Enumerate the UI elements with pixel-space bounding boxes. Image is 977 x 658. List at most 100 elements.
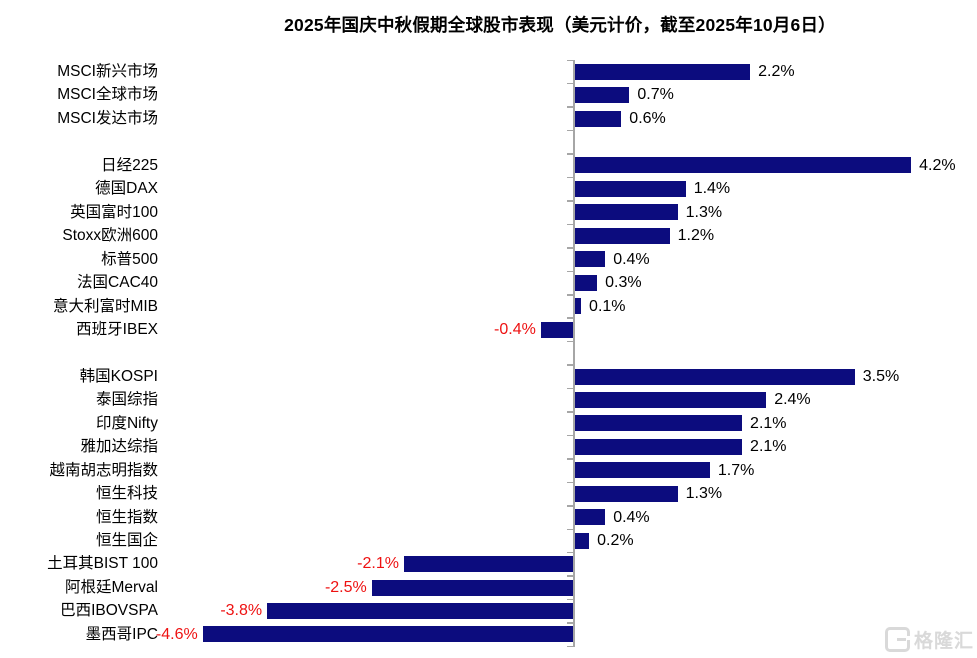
category-label: 日经225: [101, 156, 158, 174]
bar: [573, 415, 743, 432]
bar: [573, 63, 751, 80]
bar-row: 意大利富时MIB 0.1%: [0, 295, 977, 318]
value-label: 3.5%: [862, 367, 900, 385]
bar-row: 法国CAC40 0.3%: [0, 271, 977, 294]
axis-tick: [567, 82, 573, 85]
axis-tick: [567, 622, 573, 624]
bar: [573, 532, 590, 549]
value-label: 1.7%: [717, 461, 755, 479]
bar-row: 泰国综指 2.4%: [0, 388, 977, 411]
category-label: 法国CAC40: [77, 274, 158, 292]
value-label: -3.8%: [220, 602, 263, 620]
category-label: 泰国综指: [95, 391, 158, 409]
value-label: 0.6%: [629, 109, 666, 127]
value-label: -2.5%: [324, 578, 367, 596]
watermark: 格隆汇: [884, 626, 974, 653]
value-label: 2.4%: [774, 391, 811, 409]
value-label: 0.3%: [605, 274, 642, 292]
axis-tick: [567, 176, 573, 179]
bar: [573, 274, 598, 291]
category-label: 恒生科技: [95, 485, 158, 503]
value-label: 2.1%: [750, 414, 787, 432]
bar-row: 墨西哥IPC -4.6%: [0, 623, 977, 646]
category-label: 英国富时100: [70, 203, 158, 221]
category-label: 雅加达综指: [80, 438, 158, 456]
value-label: 1.3%: [685, 485, 723, 503]
axis-tick: [567, 575, 573, 577]
axis-tick: [567, 129, 573, 132]
bar-row: 巴西IBOVSPA -3.8%: [0, 599, 977, 622]
axis-tick: [567, 270, 573, 273]
category-label: 标普500: [101, 250, 158, 268]
axis-tick: [567, 411, 573, 413]
axis-line: [573, 59, 575, 647]
bar-row: 雅加达综指 2.1%: [0, 435, 977, 458]
axis-tick: [567, 59, 573, 61]
category-label: Stoxx欧洲600: [62, 227, 158, 245]
chart-title: 2025年国庆中秋假期全球股市表现（美元计价，截至2025年10月6日）: [284, 15, 836, 35]
category-label: 韩国KOSPI: [79, 367, 158, 385]
bar-row: 印度Nifty 2.1%: [0, 412, 977, 435]
bar: [573, 110, 622, 127]
axis-tick: [567, 294, 573, 296]
axis-tick: [567, 528, 573, 530]
axis-tick: [567, 106, 573, 108]
axis-tick: [567, 247, 573, 249]
category-label: MSCI全球市场: [57, 86, 158, 104]
bar-row: 恒生指数 0.4%: [0, 506, 977, 529]
value-label: 1.4%: [693, 180, 731, 198]
category-label: 越南胡志明指数: [49, 461, 158, 479]
axis-tick: [567, 200, 573, 202]
gelonghui-logo-icon: [884, 627, 910, 652]
bar-row: 恒生国企 0.2%: [0, 529, 977, 552]
bar: [573, 87, 630, 104]
bar: [573, 368, 855, 385]
bar-row: Stoxx欧洲600 1.2%: [0, 224, 977, 247]
bar: [573, 462, 710, 479]
value-label: -2.1%: [357, 555, 399, 573]
axis-tick: [567, 551, 573, 554]
bar: [371, 579, 573, 596]
value-label: 1.3%: [685, 203, 723, 221]
bar: [573, 180, 686, 197]
bar: [267, 603, 573, 620]
value-label: -4.6%: [155, 625, 198, 643]
value-label: 4.2%: [919, 156, 956, 174]
bar-row: 越南胡志明指数 1.7%: [0, 459, 977, 482]
bar-row: 英国富时100 1.3%: [0, 201, 977, 224]
bar: [573, 485, 678, 502]
bar-row: 西班牙IBEX -0.4%: [0, 318, 977, 341]
bar: [573, 204, 678, 221]
value-label: 0.1%: [589, 297, 626, 315]
bar-row: 韩国KOSPI 3.5%: [0, 365, 977, 388]
bar: [573, 509, 606, 526]
category-label: 德国DAX: [95, 180, 158, 198]
bar: [573, 391, 767, 408]
category-label: 恒生国企: [95, 532, 158, 549]
category-label: 巴西IBOVSPA: [60, 602, 158, 620]
value-label: 0.2%: [597, 532, 634, 549]
axis-tick: [567, 387, 573, 390]
category-label: 墨西哥IPC: [85, 625, 158, 643]
bar-row: 标普500 0.4%: [0, 248, 977, 271]
axis-tick: [567, 340, 573, 343]
axis-tick: [567, 505, 573, 507]
category-label: MSCI发达市场: [57, 109, 158, 127]
bar-row: 恒生科技 1.3%: [0, 482, 977, 505]
value-label: 0.7%: [637, 86, 674, 104]
bar: [573, 298, 582, 315]
bar-row: 日经225 4.2%: [0, 154, 977, 177]
category-label: 阿根廷Merval: [64, 578, 158, 596]
value-label: 0.4%: [613, 250, 650, 268]
bar: [573, 438, 743, 455]
axis-tick: [567, 434, 573, 437]
axis-tick: [567, 598, 573, 601]
axis-tick: [567, 645, 573, 648]
value-label: 1.2%: [677, 227, 715, 245]
bar-row: MSCI发达市场 0.6%: [0, 107, 977, 130]
bar: [573, 251, 606, 268]
bar-row: MSCI新兴市场 2.2%: [0, 60, 977, 83]
bar-row: MSCI全球市场 0.7%: [0, 83, 977, 106]
bar: [540, 321, 573, 338]
